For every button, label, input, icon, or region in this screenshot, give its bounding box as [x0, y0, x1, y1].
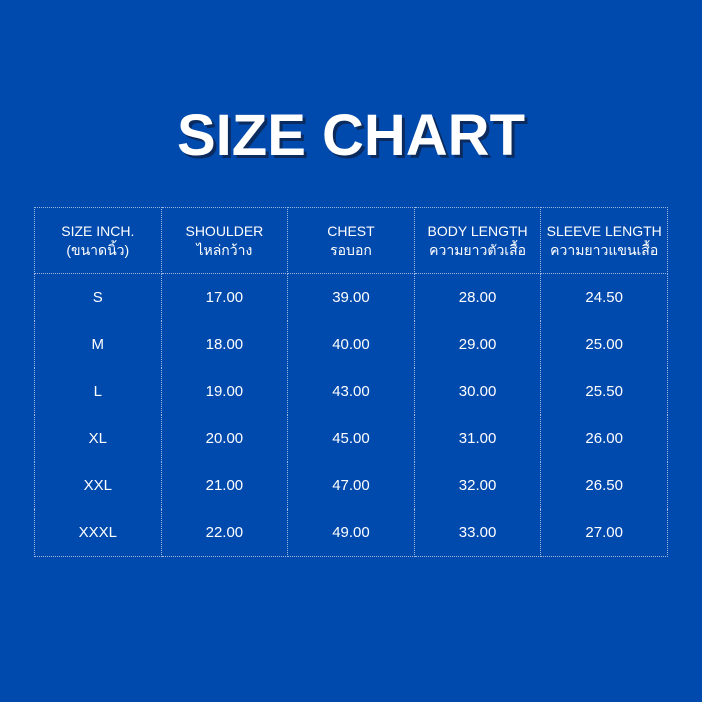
header-th: ความยาวตัวเสื้อ [429, 241, 527, 258]
table-row: XXL 21.00 47.00 32.00 26.50 [34, 462, 668, 509]
header-th: รอบอก [330, 241, 372, 258]
table-row: M 18.00 40.00 29.00 25.00 [34, 321, 668, 368]
header-th: ไหล่กว้าง [196, 241, 253, 258]
header-en: SIZE INCH. [61, 222, 135, 239]
size-cell: XXL [34, 462, 162, 509]
measurement-cell: 40.00 [287, 321, 415, 368]
table-row: L 19.00 43.00 30.00 25.50 [34, 368, 668, 415]
size-cell: L [34, 368, 162, 415]
measurement-cell: 39.00 [287, 273, 415, 321]
measurement-cell: 26.50 [540, 462, 668, 509]
measurement-cell: 18.00 [160, 321, 289, 368]
table-row: XL 20.00 45.00 31.00 26.00 [34, 415, 668, 462]
measurement-cell: 33.00 [413, 509, 542, 557]
measurement-cell: 32.00 [413, 462, 542, 509]
measurement-cell: 28.00 [413, 273, 542, 321]
size-table: SIZE INCH. (ขนาดนิ้ว) SHOULDER ไหล่กว้าง CHE… [34, 207, 668, 557]
header-en: BODY LENGTH [427, 222, 528, 239]
column-header: SHOULDER ไหล่กว้าง [160, 207, 289, 274]
measurement-cell: 47.00 [287, 462, 415, 509]
measurement-cell: 29.00 [413, 321, 542, 368]
size-cell: XXXL [34, 509, 162, 557]
measurement-cell: 49.00 [287, 509, 415, 557]
measurement-cell: 19.00 [160, 368, 289, 415]
measurement-cell: 17.00 [160, 273, 289, 321]
measurement-cell: 27.00 [540, 509, 668, 557]
header-th: ความยาวแขนเสื้อ [550, 241, 659, 258]
measurement-cell: 25.00 [540, 321, 668, 368]
page-title: SIZE CHART [177, 103, 525, 168]
size-cell: XL [34, 415, 162, 462]
header-en: SHOULDER [185, 222, 264, 239]
header-en: CHEST [327, 222, 375, 239]
column-header: CHEST รอบอก [287, 207, 415, 274]
header-th: (ขนาดนิ้ว) [66, 241, 130, 258]
measurement-cell: 26.00 [540, 415, 668, 462]
header-row: SIZE INCH. (ขนาดนิ้ว) SHOULDER ไหล่กว้าง CHE… [34, 207, 668, 274]
measurement-cell: 20.00 [160, 415, 289, 462]
measurement-cell: 43.00 [287, 368, 415, 415]
header-en: SLEEVE LENGTH [546, 222, 662, 239]
measurement-cell: 24.50 [540, 273, 668, 321]
measurement-cell: 45.00 [287, 415, 415, 462]
measurement-cell: 22.00 [160, 509, 289, 557]
column-header: SLEEVE LENGTH ความยาวแขนเสื้อ [540, 207, 668, 274]
size-cell: M [34, 321, 162, 368]
measurement-cell: 31.00 [413, 415, 542, 462]
table-row: S 17.00 39.00 28.00 24.50 [34, 273, 668, 321]
table-row: XXXL 22.00 49.00 33.00 27.00 [34, 509, 668, 557]
column-header: SIZE INCH. (ขนาดนิ้ว) [34, 207, 162, 274]
measurement-cell: 30.00 [413, 368, 542, 415]
size-cell: S [34, 273, 162, 321]
measurement-cell: 21.00 [160, 462, 289, 509]
column-header: BODY LENGTH ความยาวตัวเสื้อ [413, 207, 542, 274]
measurement-cell: 25.50 [540, 368, 668, 415]
